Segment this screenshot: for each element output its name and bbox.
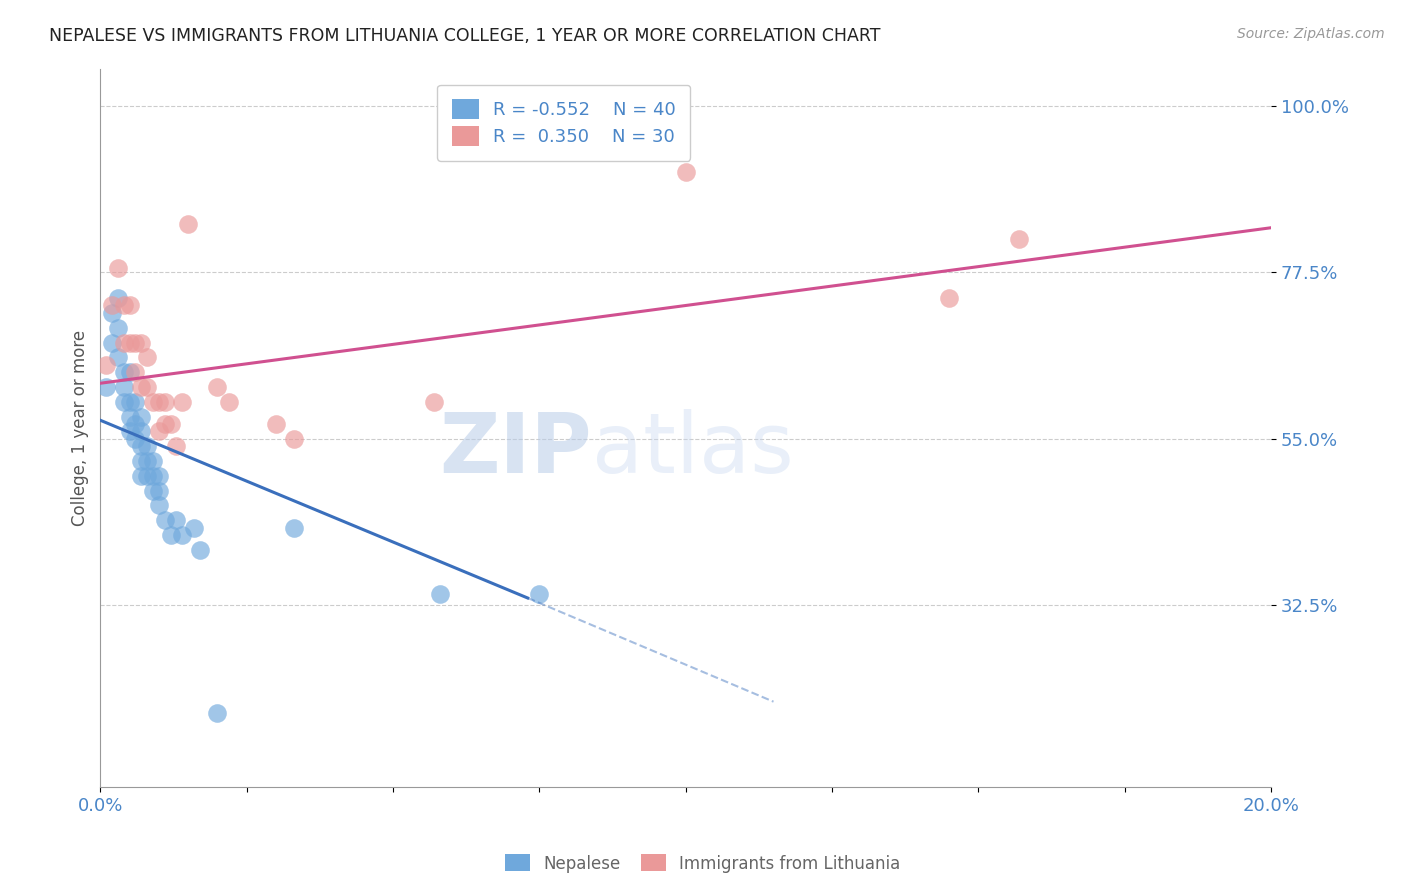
Point xyxy=(183,521,205,535)
Point xyxy=(148,468,170,483)
Point xyxy=(118,425,141,439)
Point xyxy=(131,409,153,424)
Point xyxy=(112,365,135,379)
Point xyxy=(159,528,181,542)
Point xyxy=(107,351,129,365)
Point xyxy=(112,380,135,394)
Point xyxy=(131,454,153,468)
Point xyxy=(124,335,146,350)
Point xyxy=(101,306,124,320)
Point xyxy=(124,365,146,379)
Point xyxy=(142,468,165,483)
Legend: R = -0.552    N = 40, R =  0.350    N = 30: R = -0.552 N = 40, R = 0.350 N = 30 xyxy=(437,85,690,161)
Point xyxy=(148,483,170,498)
Point xyxy=(101,335,124,350)
Point xyxy=(172,394,194,409)
Point xyxy=(142,394,165,409)
Point xyxy=(136,380,159,394)
Point xyxy=(112,394,135,409)
Point xyxy=(131,425,153,439)
Point xyxy=(148,499,170,513)
Point xyxy=(264,417,287,431)
Point xyxy=(148,425,170,439)
Point xyxy=(423,394,446,409)
Point xyxy=(107,261,129,276)
Point xyxy=(529,587,551,601)
Point xyxy=(118,298,141,312)
Point xyxy=(136,468,159,483)
Point xyxy=(283,432,305,446)
Point xyxy=(118,394,141,409)
Legend: Nepalese, Immigrants from Lithuania: Nepalese, Immigrants from Lithuania xyxy=(499,847,907,880)
Point xyxy=(96,380,118,394)
Point xyxy=(159,417,181,431)
Point xyxy=(207,380,229,394)
Point xyxy=(118,409,141,424)
Point xyxy=(118,365,141,379)
Point xyxy=(1008,232,1031,246)
Point xyxy=(172,528,194,542)
Point xyxy=(136,454,159,468)
Point xyxy=(429,587,451,601)
Point xyxy=(675,165,697,179)
Point xyxy=(112,335,135,350)
Text: atlas: atlas xyxy=(592,409,794,490)
Point xyxy=(131,380,153,394)
Point xyxy=(96,358,118,372)
Point xyxy=(107,320,129,334)
Point xyxy=(165,513,187,527)
Point xyxy=(131,468,153,483)
Point xyxy=(177,217,200,231)
Text: Source: ZipAtlas.com: Source: ZipAtlas.com xyxy=(1237,27,1385,41)
Point xyxy=(142,454,165,468)
Point xyxy=(118,335,141,350)
Point xyxy=(101,298,124,312)
Point xyxy=(188,542,211,557)
Point xyxy=(136,439,159,453)
Point xyxy=(165,439,187,453)
Point xyxy=(124,417,146,431)
Point xyxy=(283,521,305,535)
Text: ZIP: ZIP xyxy=(440,409,592,490)
Point xyxy=(153,394,176,409)
Point xyxy=(148,394,170,409)
Y-axis label: College, 1 year or more: College, 1 year or more xyxy=(72,330,89,525)
Point xyxy=(112,298,135,312)
Point xyxy=(124,394,146,409)
Point xyxy=(131,335,153,350)
Point xyxy=(207,706,229,720)
Point xyxy=(938,291,960,305)
Point xyxy=(107,291,129,305)
Point xyxy=(124,432,146,446)
Point xyxy=(136,351,159,365)
Text: NEPALESE VS IMMIGRANTS FROM LITHUANIA COLLEGE, 1 YEAR OR MORE CORRELATION CHART: NEPALESE VS IMMIGRANTS FROM LITHUANIA CO… xyxy=(49,27,880,45)
Point xyxy=(142,483,165,498)
Point xyxy=(153,417,176,431)
Point xyxy=(153,513,176,527)
Point xyxy=(218,394,240,409)
Point xyxy=(131,439,153,453)
